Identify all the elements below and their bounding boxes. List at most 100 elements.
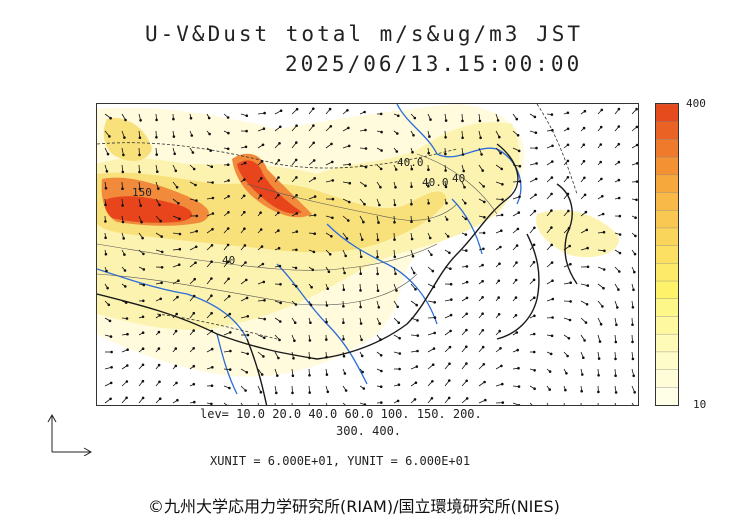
wind-vector-head xyxy=(482,362,486,366)
wind-vector xyxy=(546,402,549,405)
wind-vector-head xyxy=(138,153,141,157)
wind-vector-head xyxy=(105,269,108,273)
wind-vector-head xyxy=(331,160,334,164)
wind-vector-head xyxy=(584,210,588,214)
wind-vector-head xyxy=(597,357,601,360)
wind-vector-head xyxy=(433,331,437,335)
wind-vector-head xyxy=(497,313,501,316)
wind-vector-head xyxy=(533,115,537,119)
wind-vector-head xyxy=(465,265,469,268)
dust-band-mid xyxy=(97,172,447,253)
wind-vector-head xyxy=(174,347,178,350)
wind-vector-head xyxy=(211,365,214,369)
wind-vector-head xyxy=(295,248,298,252)
colorbar-bin xyxy=(656,104,678,123)
wind-vector xyxy=(325,402,328,405)
wind-vector-head xyxy=(160,281,163,285)
wind-vector-head xyxy=(210,244,214,247)
wind-vector-head xyxy=(226,116,230,119)
chart-title-variable: U-V&Dust total m/s&ug/m3 JST xyxy=(145,22,584,46)
wind-vector-head xyxy=(363,110,366,114)
wind-vector-head xyxy=(566,354,569,358)
wind-vector-head xyxy=(123,285,127,288)
wind-vector-head xyxy=(380,149,383,152)
wind-vector-head xyxy=(260,245,264,248)
wind-vector-head xyxy=(515,331,519,334)
wind-vector-head xyxy=(279,283,282,286)
wind-vector-head xyxy=(226,227,230,230)
wind-vector-head xyxy=(123,136,126,139)
wind-vector-head xyxy=(462,169,466,173)
wind-vector-head xyxy=(141,331,145,335)
wind-vector-head xyxy=(142,268,146,271)
wind-vector-head xyxy=(243,178,246,181)
wind-vector-head xyxy=(634,234,637,238)
wind-vector-head xyxy=(123,253,126,256)
wind-vector-head xyxy=(433,316,437,319)
wind-vector-head xyxy=(413,398,417,401)
wind-vector-head xyxy=(449,313,453,317)
wind-vector-head xyxy=(445,218,449,221)
wind-vector-head xyxy=(410,167,414,171)
wind-vector-head xyxy=(393,203,397,207)
wind-vector-head xyxy=(121,170,125,174)
wind-vector-head xyxy=(210,329,214,333)
wind-vector-head xyxy=(210,311,213,315)
wind-vector-head xyxy=(109,381,113,385)
contour-lines xyxy=(97,153,498,306)
wind-vector-head xyxy=(279,320,282,323)
wind-vector-head xyxy=(263,336,266,340)
wind-vector-head xyxy=(465,328,468,332)
wind-vector-head xyxy=(378,322,382,325)
wind-vector-head xyxy=(617,196,621,200)
wind-vector-head xyxy=(363,403,367,405)
wind-vector-head xyxy=(632,374,635,378)
wind-vector-head xyxy=(449,329,452,333)
wind-vector-head xyxy=(360,238,364,241)
wind-vector-head xyxy=(125,364,129,367)
wind-vector-head xyxy=(295,176,298,179)
wind-vector-head xyxy=(279,109,283,112)
wind-vector-head xyxy=(551,144,554,148)
wind-vector-head xyxy=(412,133,415,137)
wind-vector-head xyxy=(379,338,382,341)
wind-vector-head xyxy=(177,263,181,267)
wind-vector-head xyxy=(245,114,249,118)
wind-vector-head xyxy=(410,220,413,223)
wind-vector-head xyxy=(533,387,536,391)
wind-vector-head xyxy=(483,380,486,384)
wind-vector-head xyxy=(110,365,113,369)
wind-vector-head xyxy=(208,132,211,136)
wind-vector-head xyxy=(444,119,448,122)
wind-vector-head xyxy=(551,128,554,132)
wind-vector-head xyxy=(360,354,364,358)
wind-vector-head xyxy=(501,401,505,404)
wind-vector-head xyxy=(428,135,431,138)
wind-vector-head xyxy=(634,216,637,219)
wind-vector-head xyxy=(244,261,247,264)
wind-vector-head xyxy=(549,352,553,356)
wind-vector-head xyxy=(496,119,500,122)
wind-vector-head xyxy=(108,135,111,138)
wind-vector-head xyxy=(397,383,401,387)
wind-vector-head xyxy=(139,118,142,122)
wind-vector-head xyxy=(548,388,552,391)
wind-vector-head xyxy=(377,306,381,309)
wind-vector-head xyxy=(348,181,352,185)
wind-vector-head xyxy=(635,198,638,202)
wind-vector-head xyxy=(139,204,142,207)
wind-vector-head xyxy=(155,153,158,156)
wind-vector-head xyxy=(192,347,195,350)
wind-vector-head xyxy=(261,262,265,266)
wind-vector-head xyxy=(426,184,430,188)
wind-vector-head xyxy=(123,269,127,272)
wind-vector-head xyxy=(481,263,484,267)
wind-vector-head xyxy=(564,388,567,392)
wind-vector-head xyxy=(109,397,112,401)
wind-vector-head xyxy=(597,373,600,377)
wind-vector-head xyxy=(516,348,520,352)
wind-vector-head xyxy=(414,381,418,385)
wind-vector-head xyxy=(176,295,179,299)
wind-vector-head xyxy=(211,227,214,231)
wind-vector-head xyxy=(142,252,145,256)
